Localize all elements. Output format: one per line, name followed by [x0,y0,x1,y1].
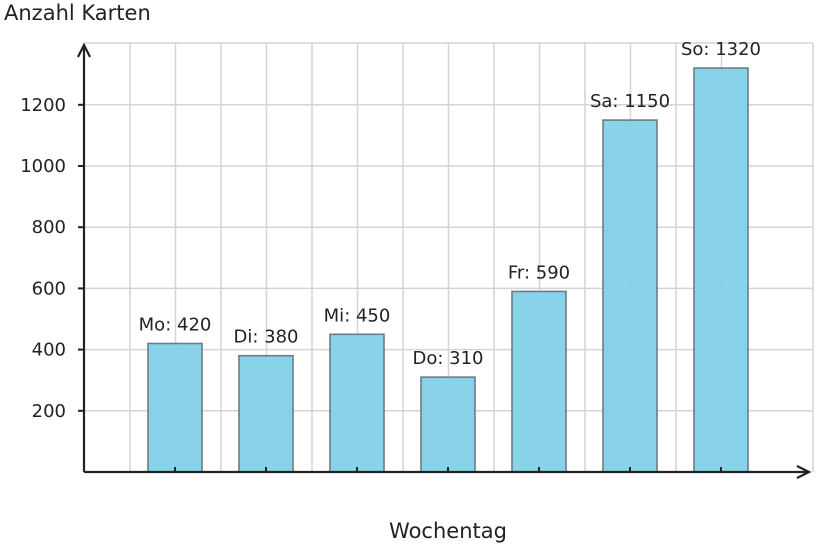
bar-fr [511,290,567,473]
data-labels: Mo: 420 Di: 380 Mi: 450 Do: 310 Fr: 590 Sa: 1… [139,39,761,369]
y-tick-label: 1200 [20,95,66,116]
bar-sa [602,119,658,473]
y-ticks: 200 400 600 800 1000 1200 [20,95,84,422]
y-tick-label: 1000 [20,156,66,177]
bar-mi [329,333,385,473]
bar-mo [147,342,203,473]
data-label-do: Do: 310 [412,348,483,369]
y-axis-arrow [77,42,91,58]
y-tick-label: 200 [32,401,66,422]
data-label-mi: Mi: 450 [324,305,391,326]
axes [77,42,812,479]
data-label-sa: Sa: 1150 [590,91,670,112]
data-label-mo: Mo: 420 [139,314,212,335]
y-tick-label: 800 [32,217,66,238]
bars [147,67,749,473]
x-axis-arrow [796,465,812,479]
data-label-fr: Fr: 590 [508,262,570,283]
y-axis-title: Anzahl Karten [4,1,151,25]
bar-so [693,67,749,473]
bar-do [420,376,476,473]
y-tick-label: 400 [32,340,66,361]
y-tick-label: 600 [32,278,66,299]
data-label-di: Di: 380 [233,327,298,348]
data-label-so: So: 1320 [681,39,761,60]
bar-di [238,354,294,473]
x-axis-title: Wochentag [389,519,507,543]
